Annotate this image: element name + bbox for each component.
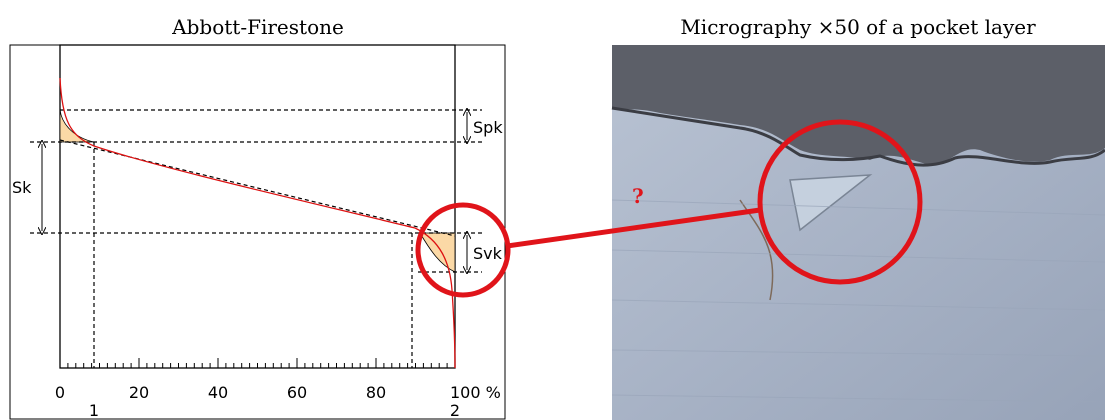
marker-label: 1 xyxy=(89,401,99,420)
x-axis-ticks: 0 20 40 60 80 100 % xyxy=(55,358,501,402)
left-title: Abbott-Firestone xyxy=(171,15,344,39)
abbott-curve xyxy=(59,77,456,369)
right-title: Micrography ×50 of a pocket layer xyxy=(680,15,1036,39)
x-tick-label: 60 xyxy=(287,383,307,402)
plot-box xyxy=(59,44,456,369)
x-tick-label: 0 xyxy=(55,383,65,402)
valley-area xyxy=(419,232,456,273)
x-tick-label: 20 xyxy=(129,383,149,402)
left-frame xyxy=(9,44,506,420)
question-mark: ? xyxy=(632,184,644,208)
sk-label: Sk xyxy=(12,178,32,197)
zoom-circle xyxy=(757,119,923,285)
svk-label: Svk xyxy=(473,244,503,263)
zoom-connector xyxy=(506,207,761,249)
tangent xyxy=(59,139,456,237)
x-tick-label: 100 % xyxy=(450,383,501,402)
x-tick-label: 80 xyxy=(366,383,386,402)
spk-label: Spk xyxy=(473,118,503,137)
zoom-circle xyxy=(415,202,511,298)
x-tick-label: 40 xyxy=(208,383,228,402)
micrograph xyxy=(611,45,1105,420)
marker-label: 2 xyxy=(450,401,460,420)
